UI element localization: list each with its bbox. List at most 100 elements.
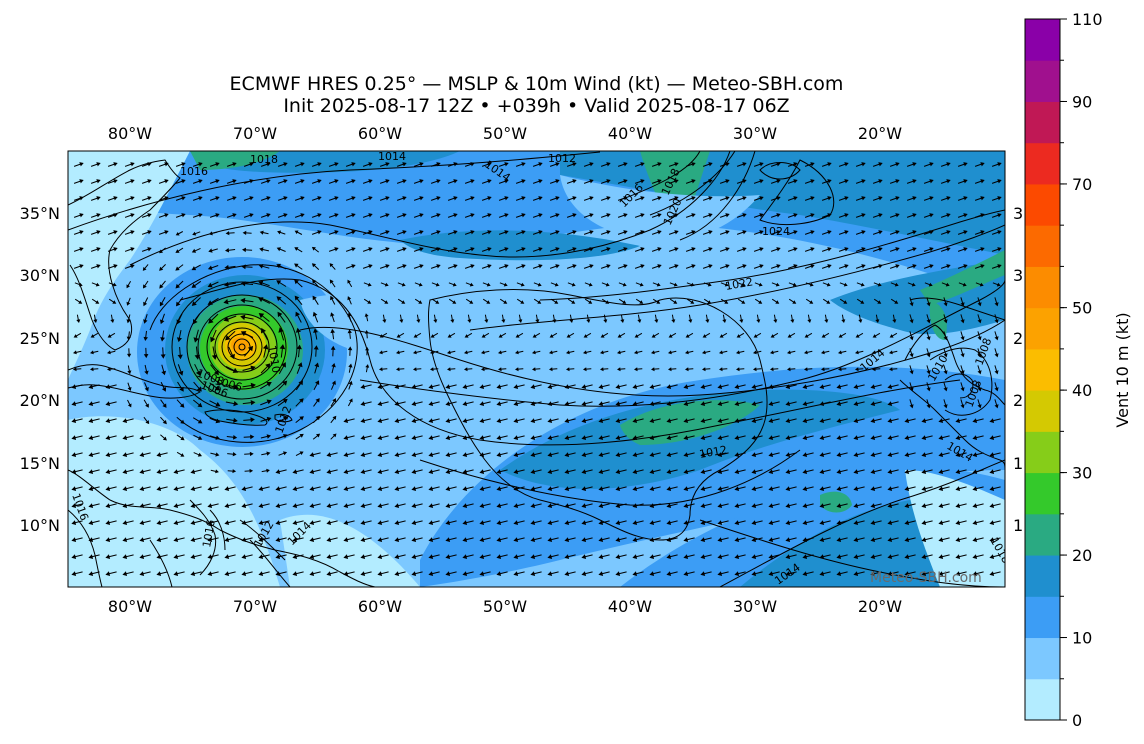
wind-arrow-head [719,350,723,355]
wind-arrow-head [717,537,723,542]
wind-arrow-head [190,486,196,491]
wind-arrow-head [739,319,744,323]
wind-arrow-head [685,334,690,338]
wind-arrow-head [802,384,808,389]
wind-arrow-head [634,367,638,372]
wind-arrow-head [496,520,502,525]
wind-arrow-head [615,537,621,542]
wind-arrow-head [334,162,339,167]
wind-arrow-head [768,520,774,525]
wind-arrow-head [979,282,984,287]
wind-arrow-head [113,213,118,218]
wind-arrow-head [180,419,185,424]
wind-arrow-head [736,367,740,372]
wind-arrow-head [895,196,900,201]
wind-arrow-head [281,362,286,368]
wind-arrow-head [498,334,503,338]
wind-arrow-head [598,520,604,525]
wind-arrow-head [144,387,149,392]
wind-arrow-head [258,280,264,286]
wind-arrow-head [233,401,239,407]
wind-arrow-head [416,319,421,323]
wind-arrow-head [589,179,594,184]
wind-arrow-head [143,301,148,307]
wind-arrow-head [241,571,247,576]
wind-arrow-head [276,296,282,302]
wind-arrow-head [904,418,910,423]
wind-arrow-head [989,418,995,423]
wind-arrow-head [804,367,808,372]
wind-arrow-head [445,571,451,576]
wind-arrow-head [347,296,352,301]
wind-arrow-head [657,230,662,235]
wind-arrow-head [895,213,900,218]
wind-arrow-head [139,469,145,474]
wind-arrow-head [299,433,304,438]
wind-arrow-head [960,336,965,341]
wind-arrow-head [989,435,995,440]
wind-arrow-head [649,469,655,474]
wind-arrow-head [657,264,662,269]
wind-arrow-head [453,196,458,201]
wind-arrow-head [938,520,944,525]
wind-arrow-head [347,346,353,351]
wind-arrow-head [870,520,876,525]
wind-arrow-head [487,213,492,218]
wind-arrow-head [938,435,944,440]
wind-arrow-head [972,486,978,491]
wind-arrow-head [394,435,400,440]
isobar-label: 1014 [378,150,406,163]
wind-arrow-head [207,486,213,491]
wind-arrow-head [666,486,672,491]
wind-arrow-head [671,319,676,323]
wind-arrow-head [122,486,128,491]
colorbar-segment [1025,348,1060,391]
wind-arrow-head [912,179,917,184]
wind-arrow-head [598,384,604,389]
wind-arrow-head [122,418,128,423]
colorbar-ticks: 0 10 20 30 40 50 70 90 110 [1060,10,1103,730]
wind-arrow-head [469,300,474,304]
wind-arrow-head [296,344,302,350]
wind-arrow-head [700,486,706,491]
wind-arrow-head [122,469,128,474]
wind-arrow-head [215,196,220,201]
wind-arrow-head [258,554,264,559]
wind-arrow-head [564,537,570,542]
wind-arrow-head [240,297,246,304]
wind-arrow-head [453,213,458,218]
wind-arrow-head [367,282,372,287]
wind-arrow-head [768,452,774,457]
lat-label: 25°N [20,329,60,348]
wind-arrow-head [564,401,570,406]
wind-arrow-head [175,232,180,236]
wind-arrow-head [232,213,237,218]
wind-arrow-head [589,196,594,201]
wind-arrow-head [513,469,519,474]
wind-arrow-head [793,264,798,269]
wind-arrow-head [504,247,509,252]
wind-arrow-head [872,334,877,338]
wind-arrow-head [365,364,370,368]
wind-arrow-head [581,401,587,406]
wind-arrow-head [71,384,77,389]
wind-arrow-head [725,264,730,269]
wind-arrow-head [351,196,356,201]
wind-arrow-head [266,451,271,456]
wind-arrow-head [250,365,256,371]
wind-arrow-head [173,571,179,576]
colorbar-segment [1025,266,1060,309]
wind-arrow-head [589,247,594,252]
wind-arrow-head [300,213,305,218]
wind-arrow-head [634,334,639,338]
wind-arrow-head [530,452,536,457]
wind-arrow-head [96,196,101,201]
wind-arrow-head [453,179,458,184]
wind-arrow-head [277,311,283,318]
wind-arrow-head [313,328,318,333]
wind-arrow-head [955,418,961,423]
wind-arrow-head [552,319,557,323]
wind-arrow-head [827,247,832,252]
wind-arrow-head [88,554,94,559]
wind-arrow-head [343,503,349,508]
